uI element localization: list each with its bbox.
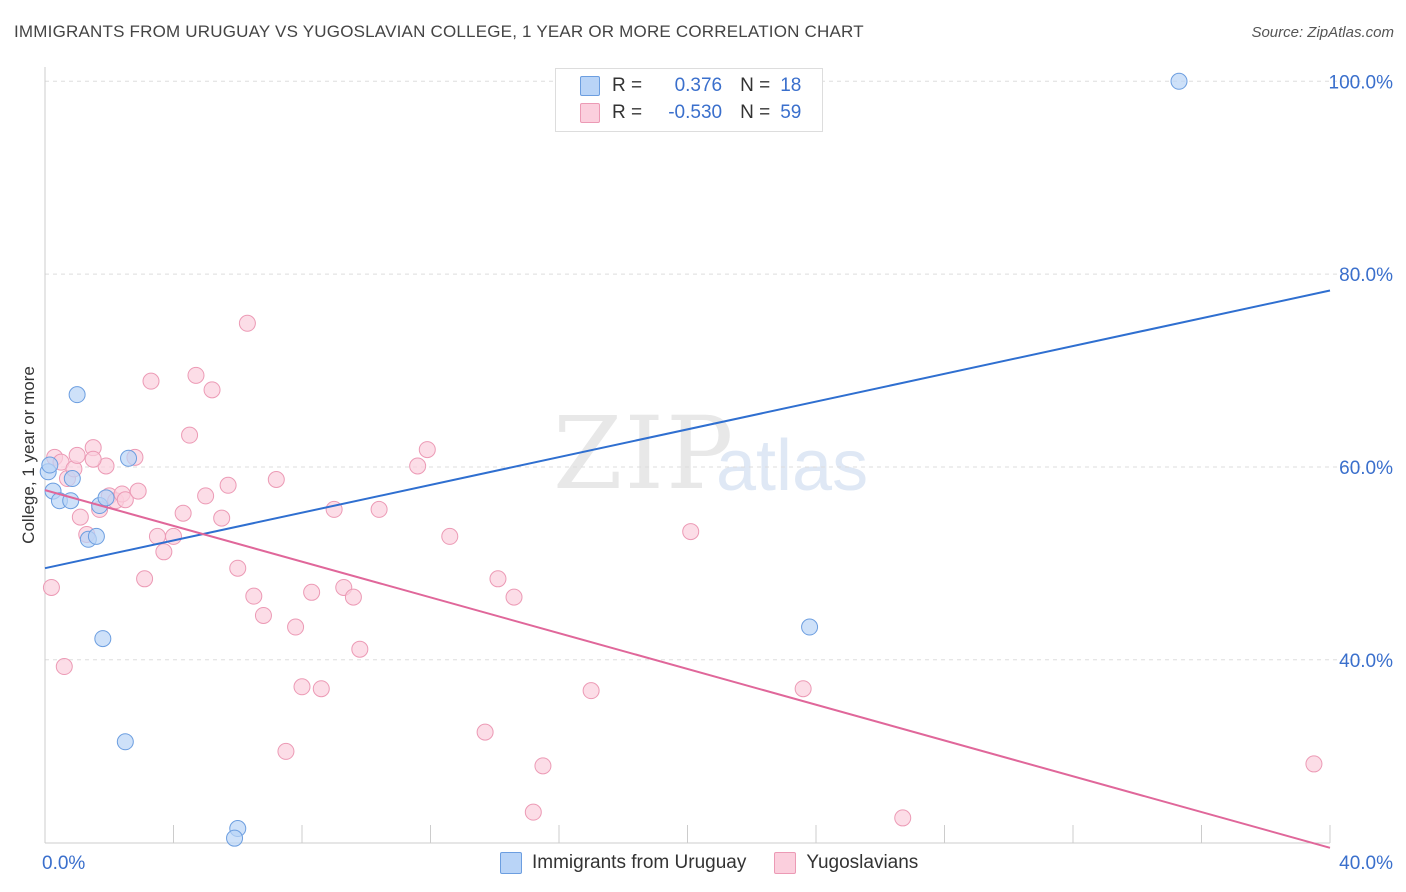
- y-tick-label: 40.0%: [1339, 651, 1393, 672]
- uruguay-point: [1170, 72, 1188, 90]
- yugoslavians-point: [84, 450, 102, 468]
- yugoslavians-point: [682, 523, 700, 541]
- yugoslavians-point: [489, 570, 507, 588]
- yugoslavians-point: [203, 381, 221, 399]
- yugoslavians-point: [287, 618, 305, 636]
- yugoslavians-legend-swatch: [774, 852, 797, 874]
- r-label: R =: [612, 102, 643, 123]
- yugoslavians-point: [418, 441, 436, 459]
- yugoslavians-point: [277, 742, 295, 760]
- yugoslavians-point: [116, 491, 134, 509]
- series-legend: Immigrants from Uruguay Yugoslavians: [500, 852, 946, 874]
- source-label: Source: ZipAtlas.com: [1251, 24, 1394, 41]
- chart-title: IMMIGRANTS FROM URUGUAY VS YUGOSLAVIAN C…: [14, 22, 864, 41]
- uruguay-point: [116, 733, 134, 751]
- uruguay-r-value: 0.376: [674, 75, 723, 96]
- yugoslavians-point: [344, 588, 362, 606]
- yugoslavians-point: [238, 314, 256, 332]
- x-tick-label: 0.0%: [42, 853, 85, 874]
- uruguay-legend-label: Immigrants from Uruguay: [532, 852, 747, 873]
- y-tick-label: 60.0%: [1339, 458, 1393, 479]
- yugoslavians-point: [68, 446, 86, 464]
- yugoslavians-point: [794, 680, 812, 698]
- uruguay-point: [87, 527, 105, 545]
- yugoslavians-point: [142, 372, 160, 390]
- yugoslavians-points: [42, 314, 1323, 827]
- yugoslavians-point: [181, 426, 199, 444]
- legend-row-yugoslavians: R = -0.530 N = 59: [580, 101, 801, 125]
- legend-item-uruguay[interactable]: Immigrants from Uruguay: [500, 852, 746, 874]
- uruguay-point: [63, 470, 81, 488]
- uruguay-point: [68, 386, 86, 404]
- uruguay-point: [120, 449, 138, 467]
- legend-item-yugoslavians[interactable]: Yugoslavians: [774, 852, 918, 874]
- watermark-zip: ZIP: [553, 395, 736, 512]
- yugoslavians-point: [174, 504, 192, 522]
- yugoslavians-point: [524, 803, 542, 821]
- y-axis-label: College, 1 year or more: [19, 366, 38, 544]
- yugoslavians-point: [534, 757, 552, 775]
- uruguay-points: [39, 72, 1188, 847]
- yugoslavians-point: [219, 476, 237, 494]
- n-label: N =: [740, 75, 771, 96]
- yugoslavians-point: [42, 578, 60, 596]
- uruguay-point: [41, 456, 59, 474]
- uruguay-trend-line: [44, 289, 1331, 570]
- yugoslavians-point: [155, 543, 173, 561]
- yugoslavians-point: [409, 457, 427, 475]
- uruguay-legend-swatch: [500, 852, 522, 874]
- uruguay-point: [97, 489, 115, 507]
- uruguay-swatch: [580, 76, 600, 96]
- x-tick-label: 40.0%: [1339, 853, 1393, 874]
- yugoslavians-point: [351, 640, 369, 658]
- y-tick-label: 100.0%: [1329, 72, 1394, 93]
- yugoslavians-point: [312, 680, 330, 698]
- y-tick-label: 80.0%: [1339, 265, 1393, 286]
- yugoslavians-point: [213, 509, 231, 527]
- yugoslavians-point: [229, 559, 247, 577]
- uruguay-point: [94, 630, 112, 648]
- n-label: N =: [740, 102, 771, 123]
- yugoslavians-point: [267, 470, 285, 488]
- yugoslavians-point: [129, 482, 147, 500]
- yugoslavians-point: [505, 588, 523, 606]
- yugoslavians-point: [197, 487, 215, 505]
- yugoslavians-point: [55, 658, 73, 676]
- yugoslavians-point: [245, 587, 263, 605]
- correlation-legend: R = 0.376 N = 18 R = -0.530 N = 59: [555, 68, 823, 132]
- yugoslavians-point: [582, 682, 600, 700]
- yugoslavians-r-value: -0.530: [668, 102, 723, 123]
- r-label: R =: [612, 75, 643, 96]
- yugoslavians-point: [293, 678, 311, 696]
- yugoslavians-point: [254, 606, 272, 624]
- uruguay-point: [226, 829, 244, 847]
- uruguay-point: [801, 618, 819, 636]
- yugoslavians-point: [476, 723, 494, 741]
- watermark-atlas: atlas: [716, 426, 869, 506]
- yugoslavians-legend-label: Yugoslavians: [806, 852, 919, 873]
- yugoslavians-point: [1305, 755, 1323, 773]
- yugoslavians-point: [894, 809, 912, 827]
- yugoslavians-point: [370, 500, 388, 518]
- legend-row-uruguay: R = 0.376 N = 18: [580, 74, 801, 98]
- yugoslavians-trend-line: [44, 489, 1331, 849]
- uruguay-n-value: 18: [780, 75, 802, 96]
- yugoslavians-point: [136, 570, 154, 588]
- yugoslavians-point: [441, 527, 459, 545]
- yugoslavians-point: [71, 508, 89, 526]
- yugoslavians-swatch: [580, 103, 600, 123]
- yugoslavians-point: [187, 366, 205, 384]
- yugoslavians-n-value: 59: [780, 102, 802, 123]
- yugoslavians-point: [303, 583, 321, 601]
